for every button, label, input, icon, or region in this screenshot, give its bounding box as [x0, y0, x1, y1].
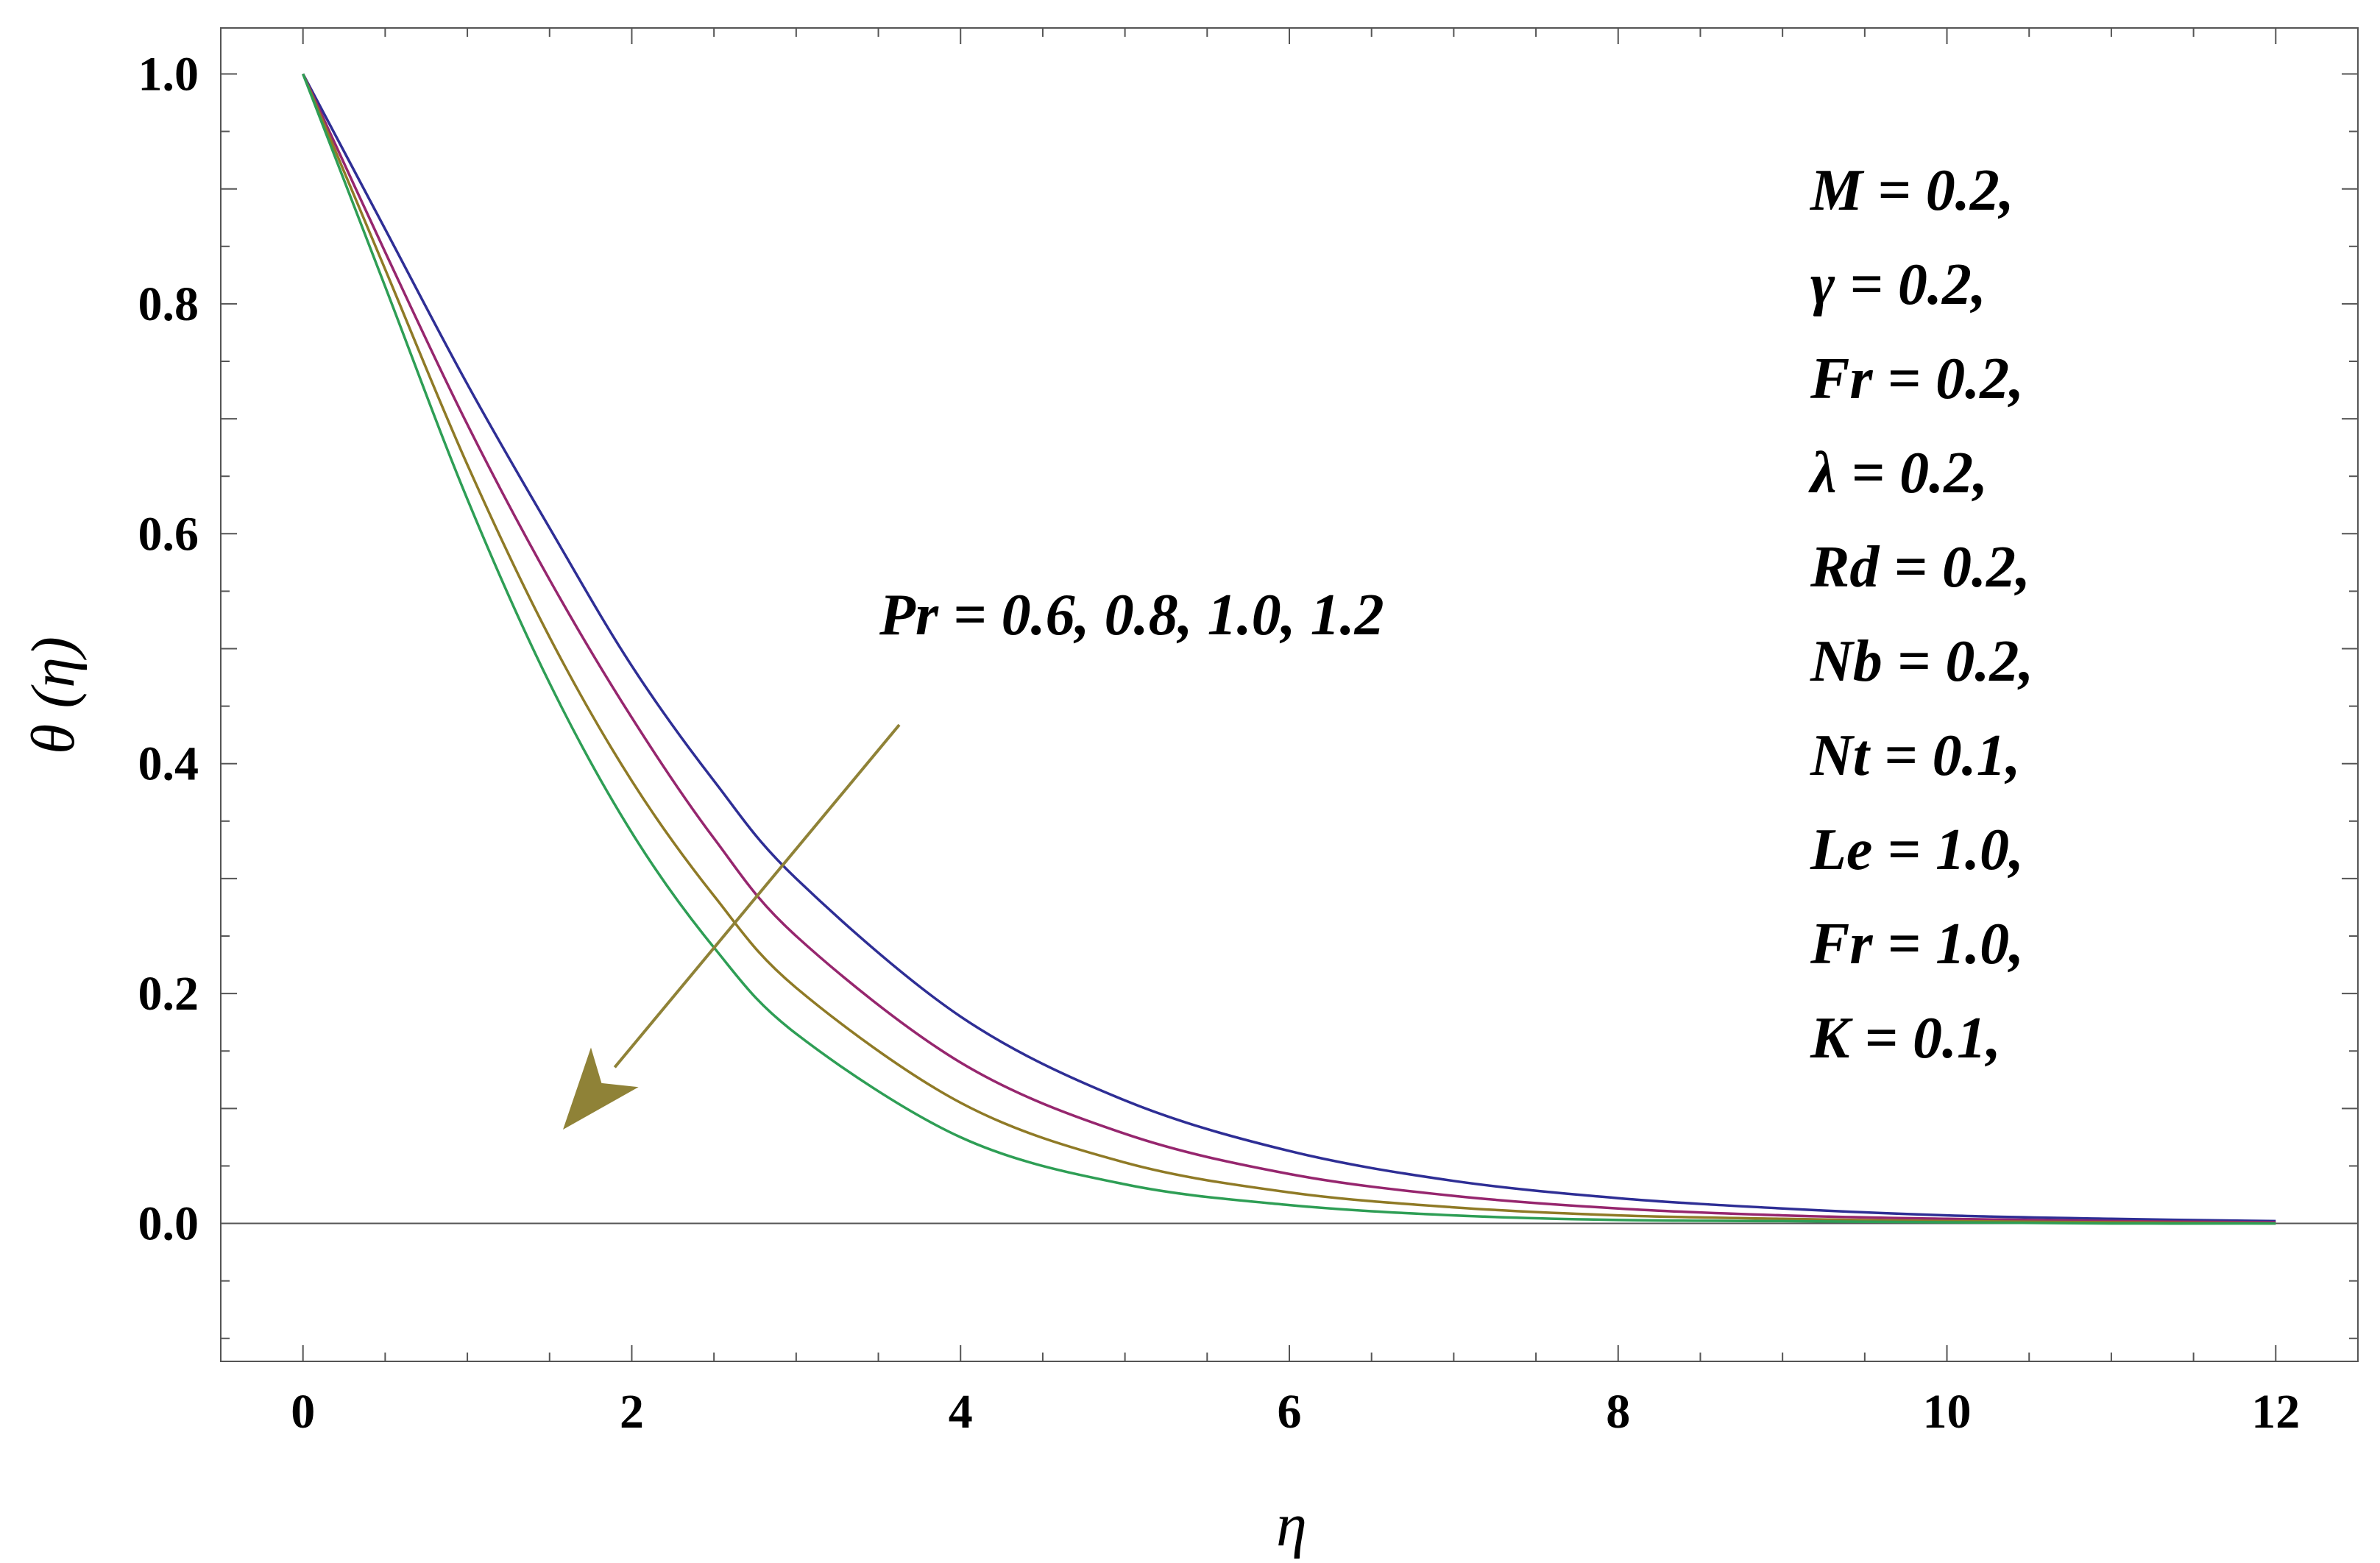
series-line-1	[302, 73, 2276, 1223]
arrow-head	[563, 1047, 639, 1130]
x-tick-label: 6	[1278, 1385, 1302, 1439]
parameter-label: Nt = 0.1,	[1810, 723, 2021, 788]
pr-annotation: Pr = 0.6, 0.8, 1.0, 1.2	[879, 583, 1384, 648]
y-ticks: 0.0 0.2 0.4 0.6 0.8 1.0	[138, 47, 2358, 1339]
x-ticks: 0 2 4 6 8 10 12	[291, 28, 2300, 1439]
x-tick-label: 2	[620, 1385, 644, 1439]
x-axis-label: η	[1276, 1491, 1307, 1559]
y-tick-label: 0.2	[138, 967, 199, 1021]
y-tick-label: 1.0	[138, 47, 199, 101]
parameter-label: Nb = 0.2,	[1810, 629, 2033, 694]
parameter-label: Rd = 0.2,	[1810, 535, 2030, 600]
x-tick-label: 0	[291, 1385, 315, 1439]
x-tick-label: 4	[949, 1385, 973, 1439]
series-line-3	[302, 73, 2276, 1225]
parameter-label: γ = 0.2,	[1810, 252, 1986, 317]
x-tick-label: 8	[1606, 1385, 1630, 1439]
parameter-label: Fr = 0.2,	[1810, 347, 2024, 411]
series-layer	[302, 73, 2276, 1225]
plot-frame	[220, 27, 2359, 1362]
y-axis-label: θ (η)	[19, 637, 88, 754]
parameter-label: Le = 1.0,	[1810, 818, 2024, 882]
parameter-list: M = 0.2, γ = 0.2, Fr = 0.2, λ = 0.2, Rd = 0.…	[1808, 158, 2033, 1071]
x-tick-label: 12	[2251, 1385, 2300, 1439]
series-line-2	[302, 73, 2276, 1224]
pr-arrow	[563, 723, 901, 1130]
parameter-label: M = 0.2,	[1809, 158, 2014, 223]
series-line-4	[302, 73, 2276, 1225]
arrow-shaft	[613, 723, 901, 1068]
parameter-label: K = 0.1,	[1810, 1006, 2001, 1071]
parameter-label: λ = 0.2,	[1808, 441, 1988, 506]
y-tick-label: 0.6	[138, 507, 199, 561]
parameter-label: Fr = 1.0,	[1810, 912, 2024, 977]
y-tick-label: 0.4	[138, 737, 199, 791]
y-tick-label: 0.0	[138, 1197, 199, 1251]
x-tick-label: 10	[1923, 1385, 1972, 1439]
y-tick-label: 0.8	[138, 277, 199, 331]
